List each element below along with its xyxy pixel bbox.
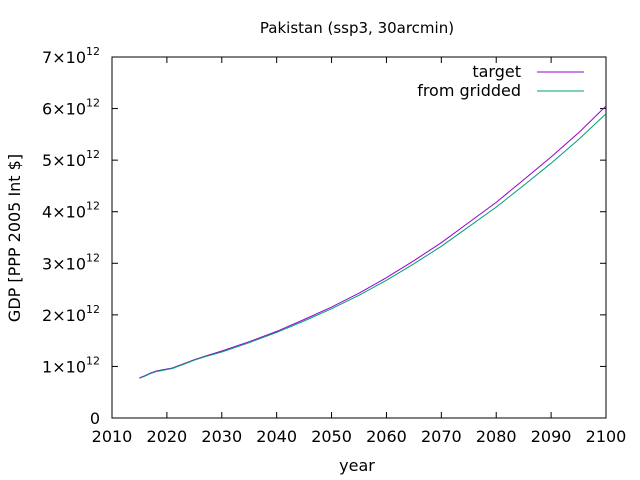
- y-tick-exponent: 12: [86, 251, 100, 264]
- y-axis-ticks: 01×10122×10123×10124×10125×10126×10127×1…: [42, 45, 606, 428]
- legend-label: target: [472, 62, 521, 81]
- series-lines: [139, 105, 607, 379]
- x-tick-label: 2100: [586, 427, 627, 446]
- y-tick-exponent: 12: [86, 45, 100, 58]
- chart-title: Pakistan (ssp3, 30arcmin): [260, 19, 454, 37]
- y-tick-exponent: 12: [86, 354, 100, 367]
- y-tick-mantissa: 0: [90, 409, 100, 428]
- y-tick-label: 1×1012: [42, 354, 100, 376]
- x-tick-label: 2060: [366, 427, 407, 446]
- y-tick-label: 0: [90, 409, 100, 428]
- y-tick-label: 7×1012: [42, 45, 100, 67]
- x-tick-label: 2080: [476, 427, 517, 446]
- y-tick-label: 6×1012: [42, 97, 100, 119]
- x-tick-label: 2010: [92, 427, 133, 446]
- y-tick-mantissa: 6×10: [42, 100, 86, 119]
- y-tick-mantissa: 5×10: [42, 151, 86, 170]
- x-tick-label: 2050: [311, 427, 352, 446]
- x-tick-label: 2030: [201, 427, 242, 446]
- y-tick-label: 5×1012: [42, 148, 100, 170]
- y-tick-exponent: 12: [86, 200, 100, 213]
- y-tick-mantissa: 4×10: [42, 203, 86, 222]
- x-tick-label: 2090: [531, 427, 572, 446]
- x-axis-ticks: 2010 2020 2030 2040 2050 2060 2070 2080 2090 2100: [92, 57, 627, 446]
- x-tick-label: 2040: [256, 427, 297, 446]
- x-tick-label: 2070: [421, 427, 462, 446]
- y-axis-label: GDP [PPP 2005 Int $]: [5, 154, 24, 322]
- y-tick-mantissa: 1×10: [42, 357, 86, 376]
- plot-area-border: [111, 56, 607, 419]
- series-line-1: [139, 113, 607, 379]
- x-tick-label: 2020: [147, 427, 188, 446]
- y-tick-label: 2×1012: [42, 303, 100, 325]
- y-tick-mantissa: 2×10: [42, 306, 86, 325]
- y-tick-mantissa: 3×10: [42, 254, 86, 273]
- y-tick-exponent: 12: [86, 148, 100, 161]
- x-axis-label: year: [339, 456, 375, 475]
- y-tick-label: 4×1012: [42, 200, 100, 222]
- legend-label: from gridded: [417, 81, 521, 100]
- y-tick-mantissa: 7×10: [42, 48, 86, 67]
- y-tick-exponent: 12: [86, 303, 100, 316]
- y-tick-exponent: 12: [86, 97, 100, 110]
- series-line-0: [139, 105, 607, 379]
- y-tick-label: 3×1012: [42, 251, 100, 273]
